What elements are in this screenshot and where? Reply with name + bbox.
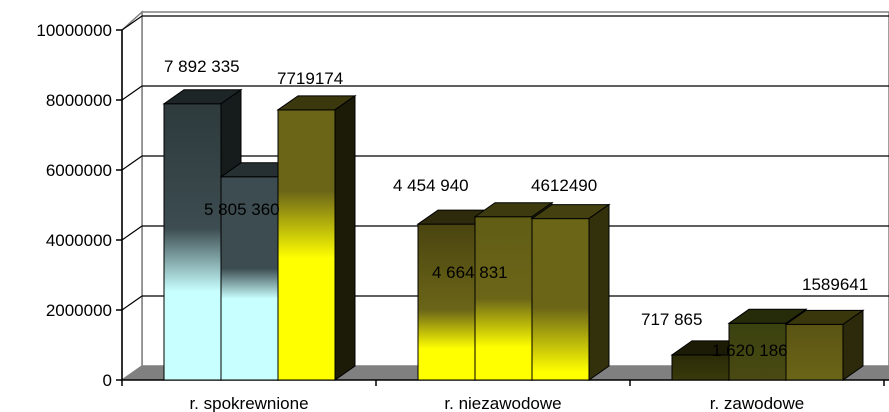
bar-front	[417, 223, 476, 381]
y-tick-label: 6000000	[46, 161, 112, 180]
x-axis-categories: r. spokrewnione r. niezawodowe r. zawodowe	[189, 394, 804, 412]
grid-line-diagonal	[121, 295, 143, 311]
grid-line-diagonal	[121, 155, 143, 171]
y-tick-label: 0	[103, 371, 112, 390]
bar-side	[334, 94, 356, 381]
bar	[530, 203, 611, 381]
bar-front	[277, 109, 336, 381]
data-labels: 7 892 335 5 805 360 7719174 4 454 940 4 664 …	[164, 57, 868, 360]
x-category-label: r. zawodowe	[710, 394, 805, 412]
side-wall	[121, 10, 143, 382]
bar-front	[163, 103, 222, 381]
y-tick-label: 4000000	[46, 231, 112, 250]
bars	[162, 88, 865, 381]
bar-front	[474, 216, 533, 381]
bar-side	[588, 203, 610, 381]
data-label: 4612490	[531, 176, 597, 195]
y-tick-label: 8000000	[46, 91, 112, 110]
bar	[276, 94, 357, 381]
bar-front	[785, 323, 844, 381]
y-tick-label: 10000000	[36, 21, 112, 40]
bar-front	[671, 354, 730, 381]
bar-front	[728, 322, 787, 381]
bar-front	[531, 218, 590, 381]
data-label: 1 620 186	[712, 341, 788, 360]
grid-line-diagonal	[121, 225, 143, 241]
y-axis-ticks: 0 2000000 4000000 6000000 8000000 10000000	[36, 21, 885, 390]
grid-line-diagonal	[121, 85, 143, 101]
bar-side	[842, 309, 864, 381]
grid-line-diagonal	[121, 15, 143, 31]
data-label: 7719174	[277, 69, 343, 88]
data-label: 5 805 360	[204, 200, 280, 219]
data-label: 4 664 831	[432, 263, 508, 282]
bar	[784, 309, 865, 381]
data-label: 4 454 940	[393, 176, 469, 195]
bar-front	[220, 176, 279, 381]
data-label: 717 865	[641, 310, 702, 329]
x-category-label: r. niezawodowe	[444, 394, 561, 412]
data-label: 7 892 335	[164, 57, 240, 76]
data-label: 1589641	[802, 275, 868, 294]
y-tick-label: 2000000	[46, 301, 112, 320]
x-category-label: r. spokrewnione	[189, 394, 308, 412]
